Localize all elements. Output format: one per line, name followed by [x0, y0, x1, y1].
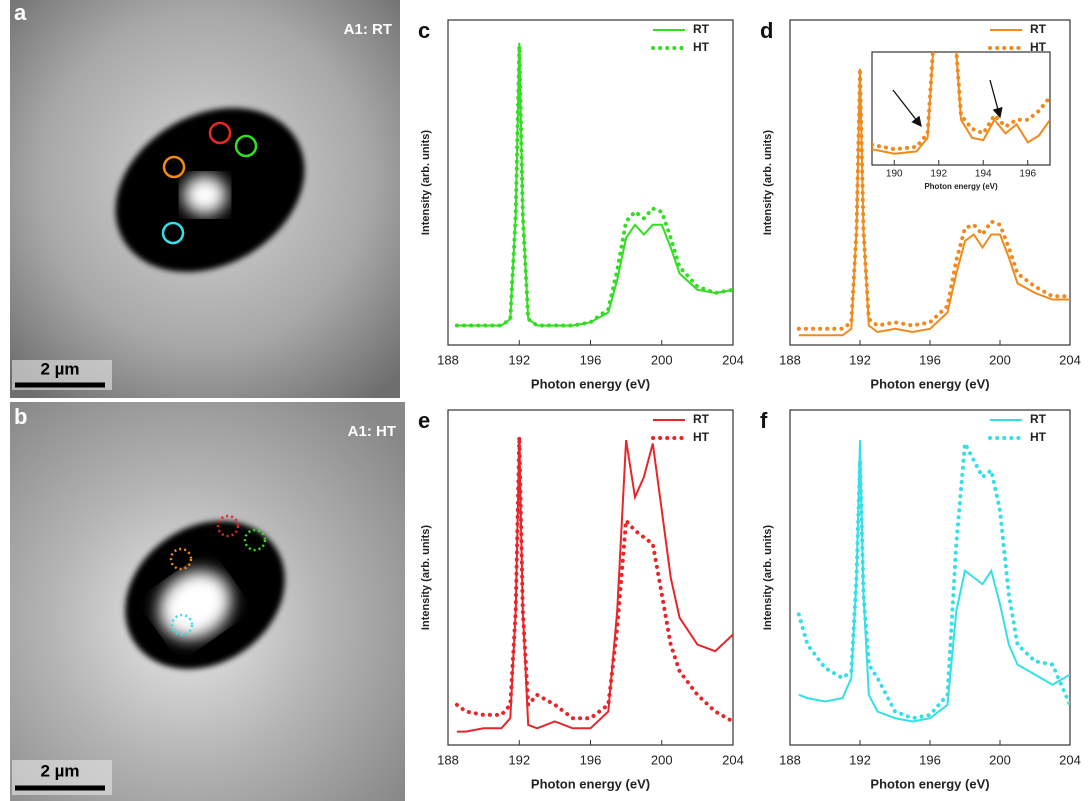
chart: 190 192 194 196 Photon energy (eV) — [871, 51, 1051, 191]
x-tick-label: 194 — [975, 169, 992, 180]
y-axis-label: Intensity (arb. units) — [762, 525, 774, 630]
scale-bar-label: 2 µm — [40, 359, 79, 378]
y-axis-label: Intensity (arb. units) — [762, 130, 774, 235]
legend-label: HT — [1030, 40, 1047, 54]
panel-letter: a — [14, 0, 27, 25]
x-tick-label: 192 — [849, 352, 871, 367]
chart: 188 192 196 200 204 Photon energy (eV) Intensi… — [418, 408, 744, 792]
x-tick-label: 190 — [886, 169, 903, 180]
series-line — [456, 439, 733, 733]
series-line — [796, 436, 1070, 721]
x-tick-label: 192 — [930, 169, 947, 180]
x-tick-label: 200 — [651, 352, 673, 367]
plot-area — [447, 19, 734, 346]
legend-label: RT — [1030, 22, 1047, 36]
x-tick-label: 192 — [508, 352, 530, 367]
x-axis-label: Photon energy (eV) — [870, 376, 989, 391]
legend-label: HT — [693, 430, 710, 444]
y-axis-label: Intensity (arb. units) — [420, 525, 432, 630]
x-tick-label: 188 — [779, 752, 801, 767]
x-axis-label: Photon energy (eV) — [924, 182, 998, 191]
x-tick-label: 192 — [508, 752, 530, 767]
series-line — [454, 436, 733, 724]
arrow — [892, 89, 922, 128]
x-tick-label: 200 — [651, 752, 673, 767]
x-tick-label: 192 — [849, 752, 871, 767]
x-tick-label: 204 — [722, 352, 744, 367]
panel-letter: b — [14, 404, 27, 429]
legend-label: RT — [693, 412, 710, 426]
y-axis-label: Intensity (arb. units) — [420, 130, 432, 235]
panel-letter: c — [418, 18, 430, 43]
x-tick-label: 188 — [779, 352, 801, 367]
series-line — [872, 52, 1050, 155]
x-tick-label: 200 — [989, 752, 1011, 767]
legend-label: RT — [1030, 412, 1047, 426]
x-axis-label: Photon energy (eV) — [531, 376, 650, 391]
legend-label: RT — [693, 22, 710, 36]
image-a: a A1: RT 2 µm — [10, 0, 400, 398]
x-tick-label: 204 — [722, 752, 744, 767]
x-tick-label: 196 — [580, 752, 602, 767]
chart: 188 192 196 200 204 Photon energy (eV) Intensi… — [760, 408, 1081, 792]
x-tick-label: 204 — [1059, 752, 1081, 767]
x-tick-label: 196 — [580, 352, 602, 367]
panel-letter: d — [760, 18, 773, 43]
series-line — [798, 440, 1070, 723]
legend-label: HT — [693, 40, 710, 54]
legend-label: HT — [1030, 430, 1047, 444]
image-b: b A1: HT 2 µm — [10, 402, 405, 801]
x-tick-label: 196 — [1019, 169, 1036, 180]
x-axis-label: Photon energy (eV) — [531, 776, 650, 791]
x-tick-label: 200 — [989, 352, 1011, 367]
panel-letter: e — [418, 408, 430, 433]
x-axis-label: Photon energy (eV) — [870, 776, 989, 791]
image-title: A1: RT — [344, 21, 392, 38]
series-line — [798, 68, 1070, 337]
series-line — [872, 52, 1050, 152]
x-tick-label: 196 — [919, 752, 941, 767]
x-tick-label: 188 — [437, 352, 459, 367]
x-tick-label: 196 — [919, 352, 941, 367]
chart: 188 192 196 200 204 Photon energy (eV) Intensi… — [418, 18, 744, 392]
plot-area — [789, 409, 1071, 746]
series-line — [454, 45, 733, 328]
plot-area — [447, 409, 734, 746]
panel-letter: f — [760, 408, 768, 433]
series-line — [796, 71, 1070, 331]
image-title: A1: HT — [348, 423, 396, 440]
x-tick-label: 188 — [437, 752, 459, 767]
x-tick-label: 204 — [1059, 352, 1081, 367]
arrow — [989, 79, 1003, 119]
scale-bar-label: 2 µm — [40, 761, 79, 780]
